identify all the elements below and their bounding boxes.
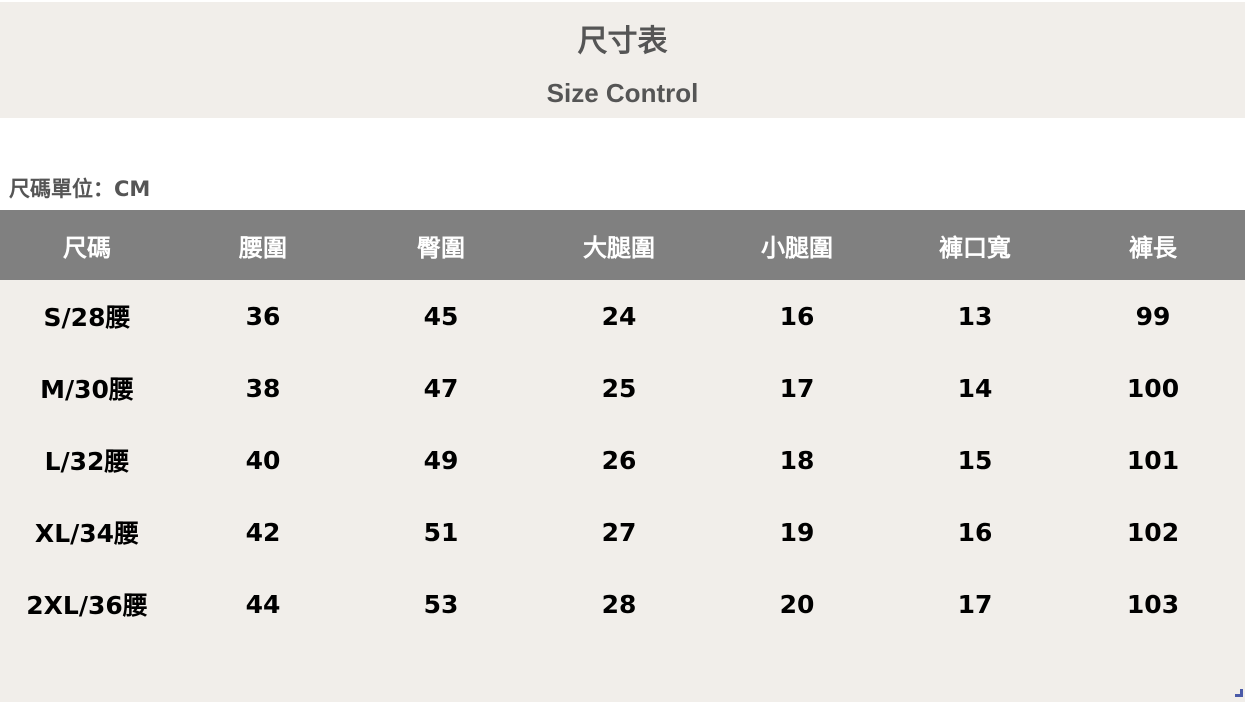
size-cell: XL/34腰 bbox=[34, 519, 140, 548]
column-header: 大腿圍 bbox=[583, 233, 655, 262]
measurement-cell: 24 bbox=[601, 301, 637, 331]
measurement-cell: 40 bbox=[245, 445, 281, 475]
measurement-cell: 45 bbox=[423, 301, 459, 331]
measurement-cell: 19 bbox=[779, 517, 815, 547]
measurement-cell: 14 bbox=[957, 373, 993, 403]
column-header: 尺碼 bbox=[63, 233, 111, 262]
measurement-cell: 44 bbox=[245, 589, 281, 619]
measurement-cell: 38 bbox=[245, 373, 281, 403]
measurement-cell: 20 bbox=[779, 589, 815, 619]
table-row: S/28腰 36 45 24 16 13 99 bbox=[0, 280, 1245, 352]
page-subtitle: Size Control bbox=[546, 78, 699, 108]
column-header: 小腿圍 bbox=[761, 233, 833, 262]
measurement-cell: 102 bbox=[1126, 517, 1180, 547]
measurement-cell: 28 bbox=[601, 589, 637, 619]
measurement-cell: 99 bbox=[1135, 301, 1171, 331]
table-header-row: 尺碼 腰圍 臀圍 大腿圍 小腿圍 褲口寬 褲長 bbox=[0, 210, 1245, 280]
column-header: 腰圍 bbox=[239, 233, 287, 262]
measurement-cell: 103 bbox=[1126, 589, 1180, 619]
measurement-cell: 13 bbox=[957, 301, 993, 331]
column-header: 褲長 bbox=[1129, 233, 1177, 262]
measurement-cell: 18 bbox=[779, 445, 815, 475]
measurement-cell: 15 bbox=[957, 445, 993, 475]
table-row: XL/34腰 42 51 27 19 16 102 bbox=[0, 496, 1245, 568]
measurement-cell: 53 bbox=[423, 589, 459, 619]
resize-handle-icon bbox=[1235, 689, 1243, 697]
unit-label: 尺碼單位：CM bbox=[9, 177, 151, 201]
measurement-cell: 101 bbox=[1126, 445, 1180, 475]
measurement-cell: 16 bbox=[779, 301, 815, 331]
measurement-cell: 16 bbox=[957, 517, 993, 547]
measurement-cell: 51 bbox=[423, 517, 459, 547]
column-header: 褲口寬 bbox=[939, 233, 1011, 262]
size-cell: L/32腰 bbox=[44, 447, 130, 476]
page-title: 尺寸表 bbox=[577, 24, 668, 59]
column-header: 臀圍 bbox=[417, 233, 465, 262]
size-table: 尺碼 腰圍 臀圍 大腿圍 小腿圍 褲口寬 褲長 S/28腰 36 45 24 16 13 99 M/30腰… bbox=[0, 210, 1245, 702]
table-row: 2XL/36腰 44 53 28 20 17 103 bbox=[0, 568, 1245, 640]
measurement-cell: 27 bbox=[601, 517, 637, 547]
title-banner: 尺寸表 Size Control bbox=[0, 2, 1245, 118]
table-row: L/32腰 40 49 26 18 15 101 bbox=[0, 424, 1245, 496]
measurement-cell: 47 bbox=[423, 373, 459, 403]
measurement-cell: 100 bbox=[1126, 373, 1180, 403]
size-cell: S/28腰 bbox=[43, 303, 131, 332]
table-row: M/30腰 38 47 25 17 14 100 bbox=[0, 352, 1245, 424]
measurement-cell: 25 bbox=[601, 373, 637, 403]
size-cell: M/30腰 bbox=[40, 375, 134, 404]
measurement-cell: 17 bbox=[779, 373, 815, 403]
measurement-cell: 26 bbox=[601, 445, 637, 475]
size-cell: 2XL/36腰 bbox=[26, 591, 148, 620]
measurement-cell: 17 bbox=[957, 589, 993, 619]
measurement-cell: 42 bbox=[245, 517, 281, 547]
measurement-cell: 36 bbox=[245, 301, 281, 331]
measurement-cell: 49 bbox=[423, 445, 459, 475]
